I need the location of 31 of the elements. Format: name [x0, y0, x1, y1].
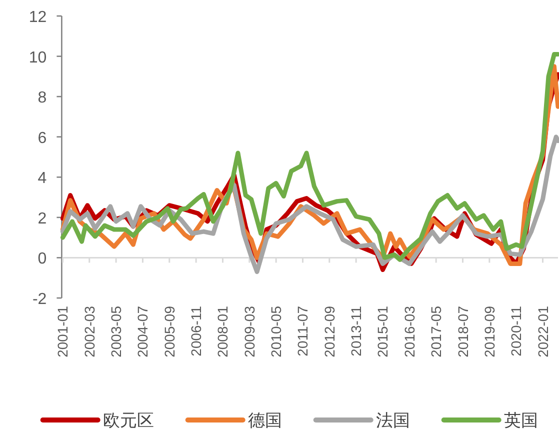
legend-label: 法国	[376, 411, 410, 431]
y-tick-label: 2	[38, 210, 47, 228]
legend-label: 欧元区	[102, 411, 154, 431]
x-tick-label: 2020-11	[508, 306, 524, 356]
x-tick-label: 2019-09	[481, 306, 498, 358]
y-tick-label: 6	[38, 130, 47, 147]
y-tick-label: -2	[32, 291, 47, 308]
x-tick-label: 2018-07	[454, 306, 471, 358]
x-tick-label: 2009-03	[241, 306, 258, 358]
x-tick-label: 2012-09	[321, 306, 338, 358]
x-tick-label: 2001-01	[54, 306, 71, 358]
x-tick-label: 2013-11	[348, 306, 364, 356]
x-tick-label: 2015-01	[374, 306, 391, 358]
y-tick-label: 0	[38, 250, 47, 268]
x-tick-label: 2010-05	[268, 306, 284, 358]
x-tick-label: 2008-01	[214, 306, 231, 358]
x-tick-label: 2011-07	[294, 306, 311, 356]
x-tick-label: 2022-01	[534, 306, 551, 358]
x-tick-label: 2006-11	[188, 306, 204, 356]
x-tick-label: 2004-07	[134, 306, 151, 358]
y-tick-label: 8	[38, 90, 47, 107]
x-tick-label: 2005-09	[161, 306, 178, 358]
legend-label: 德国	[248, 411, 282, 431]
x-tick-label: 2003-05	[108, 306, 124, 358]
y-tick-label: 4	[38, 170, 47, 188]
x-tick-label: 2016-03	[401, 306, 418, 358]
x-tick-label: 2017-05	[428, 306, 444, 358]
x-tick-label: 2002-03	[81, 306, 98, 358]
legend-label: 英国	[504, 411, 538, 431]
y-tick-label: 12	[28, 9, 47, 26]
y-tick-label: 10	[28, 49, 47, 66]
